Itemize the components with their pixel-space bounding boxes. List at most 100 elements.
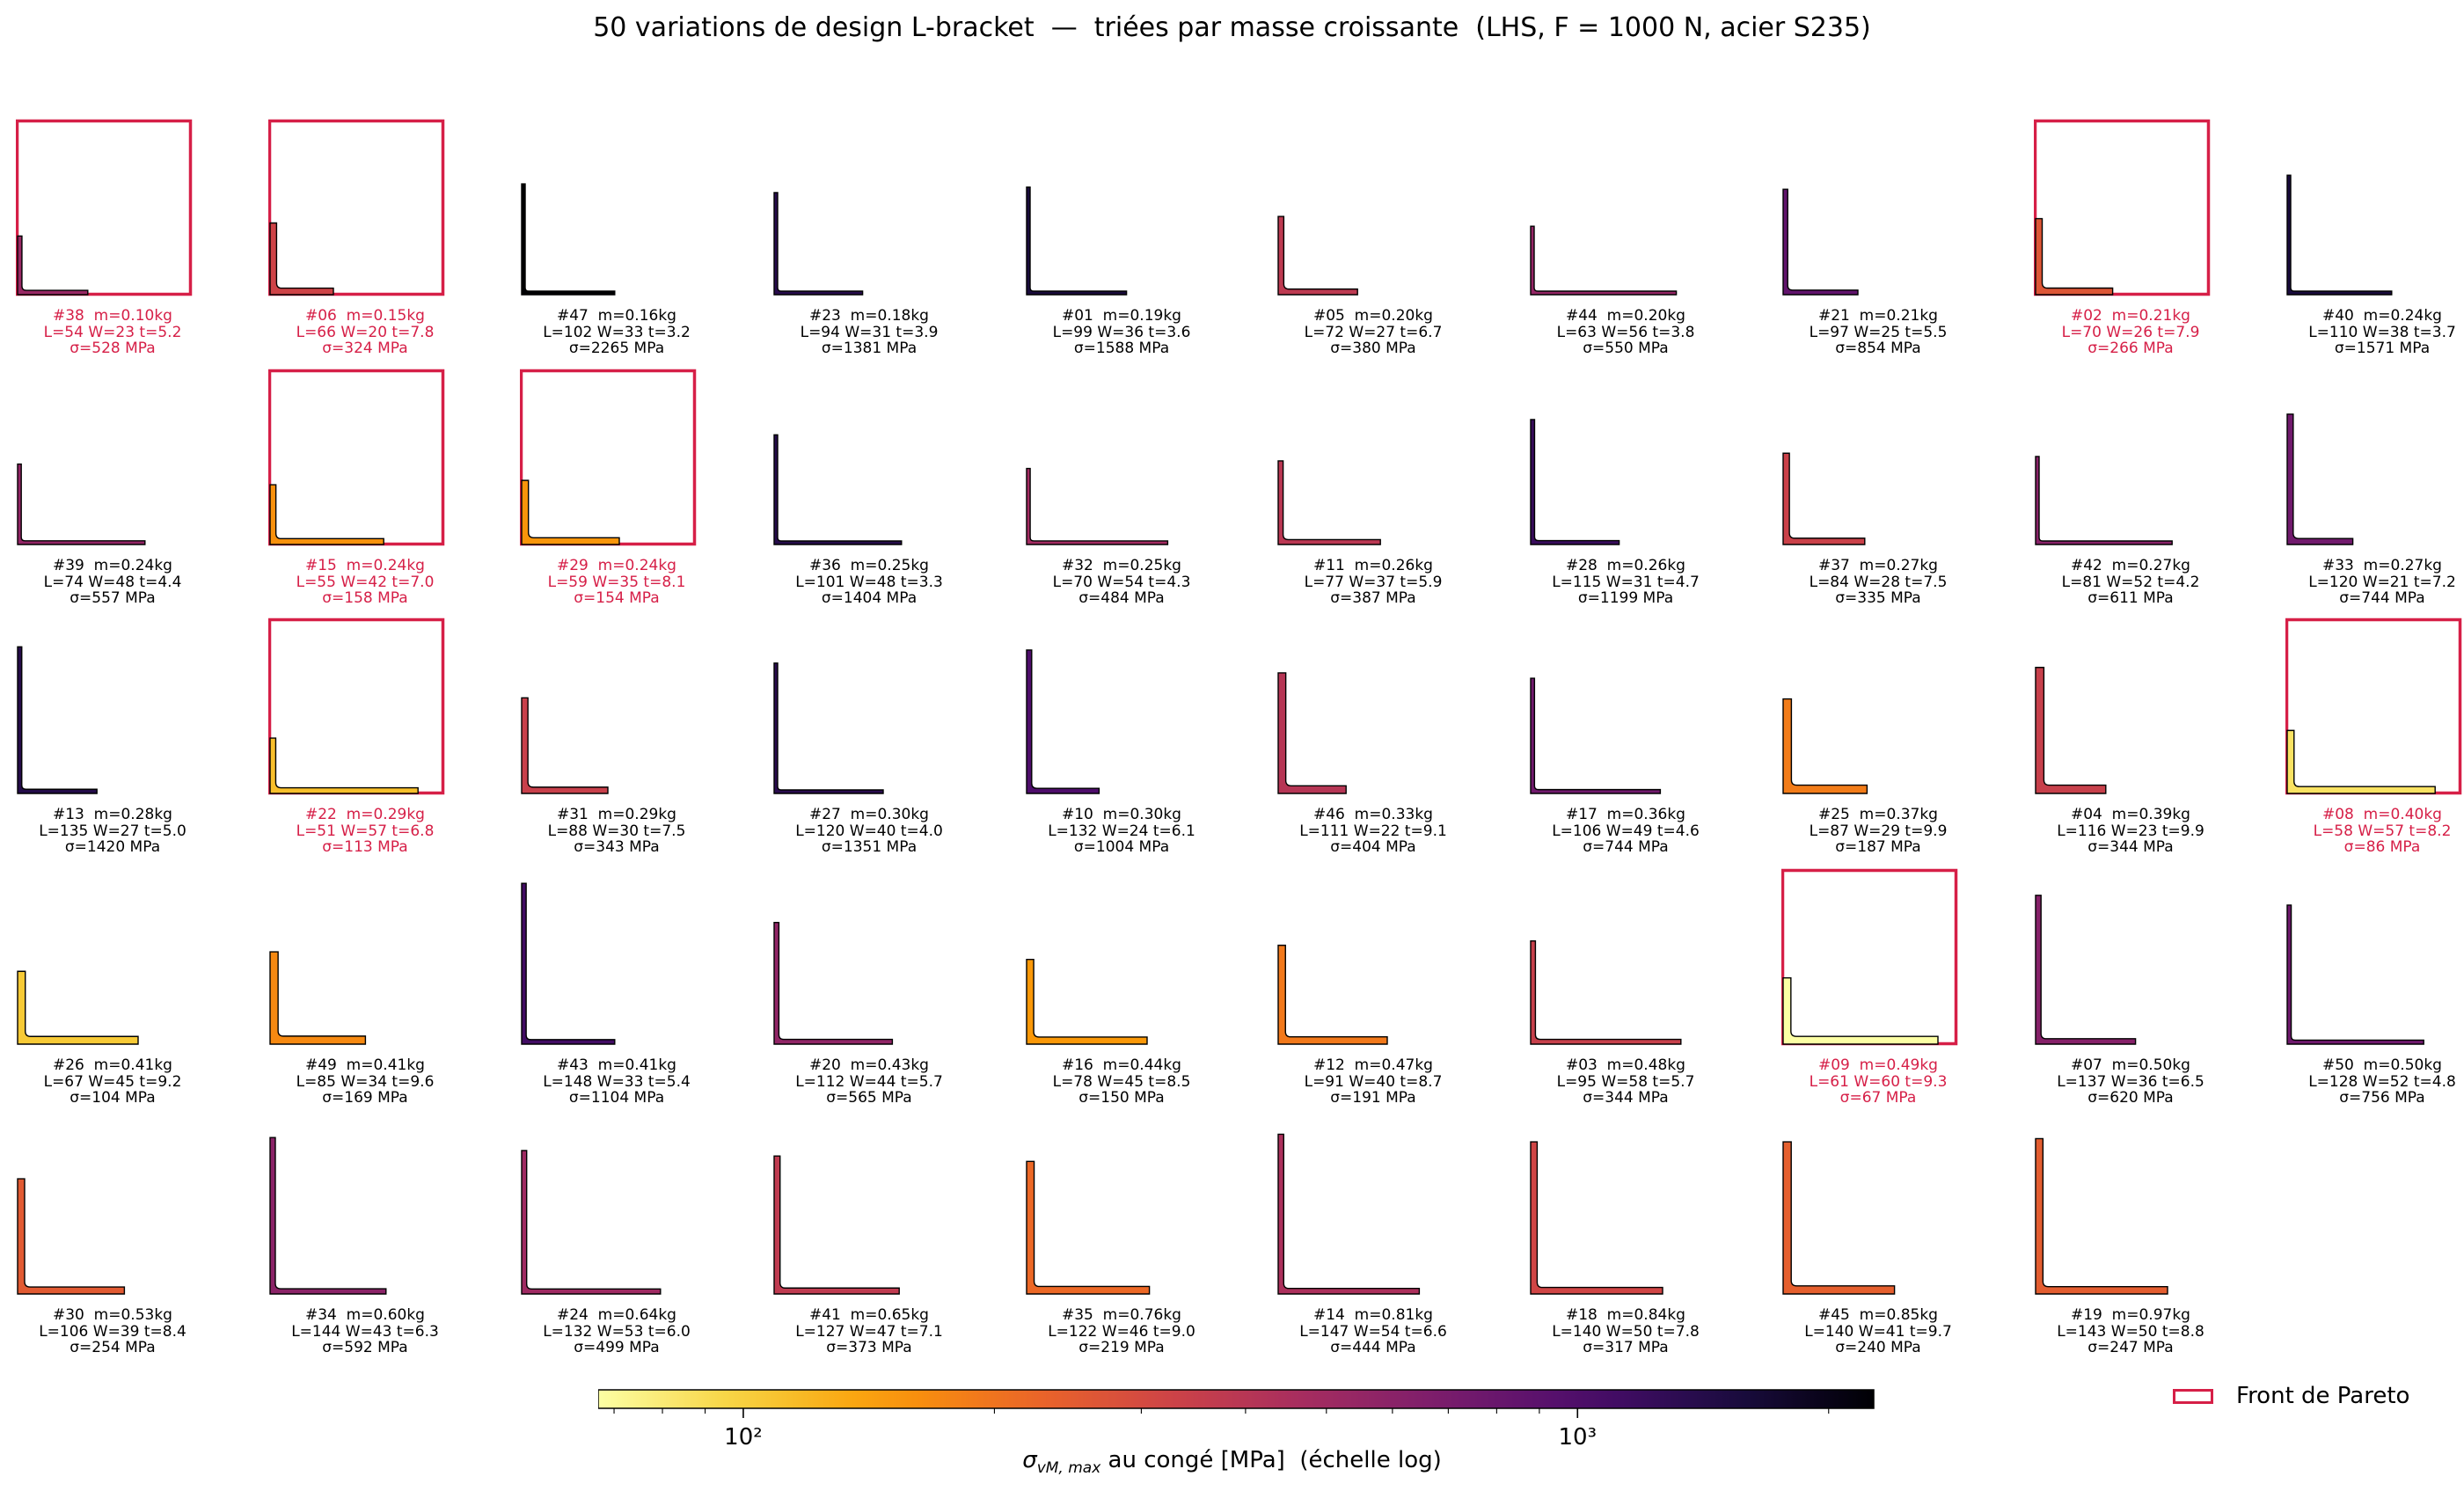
design-label: #12 m=0.47kg L=91 W=40 t=8.7 σ=191 MPa [1304, 1056, 1443, 1107]
design-cell: #03 m=0.48kg L=95 W=58 t=5.7 σ=344 MPa [1529, 749, 1766, 1119]
bracket-glyph [1277, 1133, 1421, 1295]
design-cell: #17 m=0.36kg L=106 W=49 t=4.6 σ=744 MPa [1529, 499, 1766, 868]
bracket-glyph [1026, 649, 1100, 794]
bracket-glyph [2035, 456, 2173, 545]
bracket-glyph [2286, 413, 2354, 545]
pareto-frame [2034, 119, 2211, 296]
design-label: #23 m=0.18kg L=94 W=31 t=3.9 σ=1381 MPa [800, 307, 939, 357]
design-label: #05 m=0.20kg L=72 W=27 t=6.7 σ=380 MPa [1304, 307, 1443, 357]
design-label: #03 m=0.48kg L=95 W=58 t=5.7 σ=344 MPa [1556, 1056, 1695, 1107]
design-cell: #25 m=0.37kg L=87 W=29 t=9.9 σ=187 MPa [1781, 499, 2019, 868]
bracket-shape [1782, 452, 1866, 545]
bracket-shape [17, 1178, 126, 1295]
bracket-shape [2035, 1137, 2168, 1295]
bracket-glyph [520, 369, 697, 546]
design-cell: #24 m=0.64kg L=132 W=53 t=6.0 σ=499 MPa [520, 999, 757, 1369]
design-label: #34 m=0.60kg L=144 W=43 t=6.3 σ=592 MPa [291, 1306, 439, 1356]
design-cell: #27 m=0.30kg L=120 W=40 t=4.0 σ=1351 MPa [772, 499, 1010, 868]
design-cell: #14 m=0.81kg L=147 W=54 t=6.6 σ=444 MPa [1276, 999, 1514, 1369]
bracket-glyph [773, 921, 894, 1045]
bracket-glyph [1782, 188, 1859, 296]
colorbar-label-subscript: vM, max [1036, 1459, 1101, 1478]
colorbar: 10² 10³ [598, 1389, 1875, 1451]
bracket-shape [521, 1150, 662, 1295]
bracket-shape [773, 434, 903, 545]
design-cell: #26 m=0.41kg L=67 W=45 t=9.2 σ=104 MPa [16, 749, 253, 1119]
design-label: #07 m=0.50kg L=137 W=36 t=6.5 σ=620 MPa [2057, 1056, 2204, 1107]
bracket-glyph [1530, 1141, 1663, 1295]
bracket-shape [1530, 419, 1620, 545]
design-cell: #23 m=0.18kg L=94 W=31 t=3.9 σ=1381 MPa [772, 0, 1010, 369]
bracket-glyph [2034, 119, 2211, 296]
pareto-frame [16, 119, 193, 296]
design-cell: #30 m=0.53kg L=106 W=39 t=8.4 σ=254 MPa [16, 999, 253, 1369]
bracket-shape [1530, 225, 1678, 296]
design-label: #31 m=0.29kg L=88 W=30 t=7.5 σ=343 MPa [547, 806, 686, 856]
bracket-shape [773, 921, 894, 1045]
design-cell: #42 m=0.27kg L=81 W=52 t=4.2 σ=611 MPa [2034, 250, 2271, 619]
bracket-shape [2035, 667, 2107, 794]
bracket-glyph [521, 882, 616, 1045]
bracket-glyph [17, 1178, 126, 1295]
bracket-shape [1782, 188, 1859, 296]
bracket-shape [1782, 698, 1868, 794]
design-cell: #50 m=0.50kg L=128 W=52 t=4.8 σ=756 MPa [2285, 749, 2464, 1119]
design-cell: #05 m=0.20kg L=72 W=27 t=6.7 σ=380 MPa [1276, 0, 1514, 369]
design-cell: #31 m=0.29kg L=88 W=30 t=7.5 σ=343 MPa [520, 499, 757, 868]
bracket-glyph [2035, 1137, 2168, 1295]
design-cell: #43 m=0.41kg L=148 W=33 t=5.4 σ=1104 MPa [520, 749, 757, 1119]
colorbar-label-symbol: σ [1022, 1447, 1037, 1473]
design-label: #37 m=0.27kg L=84 W=28 t=7.5 σ=335 MPa [1809, 557, 1948, 607]
design-cell: #38 m=0.10kg L=54 W=23 t=5.2 σ=528 MPa [16, 0, 253, 369]
bracket-shape [1530, 939, 1682, 1045]
bracket-shape [269, 737, 419, 794]
bracket-shape [1782, 1141, 1896, 1295]
design-cell: #20 m=0.43kg L=112 W=44 t=5.7 σ=565 MPa [772, 749, 1010, 1119]
design-cell: #28 m=0.26kg L=115 W=31 t=4.7 σ=1199 MPa [1529, 250, 1766, 619]
bracket-glyph [1781, 868, 1958, 1046]
bracket-shape [2286, 904, 2424, 1045]
design-cell: #04 m=0.39kg L=116 W=23 t=9.9 σ=344 MPa [2034, 499, 2271, 868]
design-label: #39 m=0.24kg L=74 W=48 t=4.4 σ=557 MPa [43, 557, 182, 607]
bracket-shape [1277, 1133, 1421, 1295]
bracket-glyph [773, 434, 903, 545]
bracket-shape [521, 183, 616, 296]
bracket-shape [773, 192, 864, 296]
bracket-shape [1530, 677, 1662, 794]
bracket-shape [2286, 174, 2393, 296]
design-cell: #40 m=0.24kg L=110 W=38 t=3.7 σ=1571 MPa [2285, 0, 2464, 369]
design-label: #22 m=0.29kg L=51 W=57 t=6.8 σ=113 MPa [296, 806, 435, 856]
design-label: #46 m=0.33kg L=111 W=22 t=9.1 σ=404 MPa [1299, 806, 1447, 856]
design-cell: #18 m=0.84kg L=140 W=50 t=7.8 σ=317 MPa [1529, 999, 1766, 1369]
design-label: #13 m=0.28kg L=135 W=27 t=5.0 σ=1420 MPa [39, 806, 186, 856]
bracket-glyph [1026, 1160, 1151, 1295]
bracket-shape [1530, 1141, 1663, 1295]
bracket-glyph [1530, 677, 1662, 794]
design-cell: #32 m=0.25kg L=70 W=54 t=4.3 σ=484 MPa [1025, 250, 1262, 619]
bracket-glyph [1277, 672, 1347, 794]
design-label: #11 m=0.26kg L=77 W=37 t=5.9 σ=387 MPa [1304, 557, 1443, 607]
design-label: #10 m=0.30kg L=132 W=24 t=6.1 σ=1004 MPa [1048, 806, 1195, 856]
design-label: #24 m=0.64kg L=132 W=53 t=6.0 σ=499 MPa [543, 1306, 691, 1356]
bracket-glyph [1782, 1141, 1896, 1295]
design-label: #47 m=0.16kg L=102 W=33 t=3.2 σ=2265 MPa [543, 307, 691, 357]
bracket-shape [269, 484, 384, 545]
chart-title: 50 variations de design L-bracket — trié… [593, 12, 1871, 43]
design-label: #18 m=0.84kg L=140 W=50 t=7.8 σ=317 MPa [1552, 1306, 1700, 1356]
design-cell: #39 m=0.24kg L=74 W=48 t=4.4 σ=557 MPa [16, 250, 253, 619]
design-cell: #16 m=0.44kg L=78 W=45 t=8.5 σ=150 MPa [1025, 749, 1262, 1119]
design-label: #06 m=0.15kg L=66 W=20 t=7.8 σ=324 MPa [296, 307, 435, 357]
design-label: #20 m=0.43kg L=112 W=44 t=5.7 σ=565 MPa [795, 1056, 943, 1107]
bracket-glyph [16, 119, 193, 296]
design-label: #30 m=0.53kg L=106 W=39 t=8.4 σ=254 MPa [39, 1306, 186, 1356]
bracket-glyph [2285, 618, 2462, 795]
bracket-glyph [1530, 225, 1678, 296]
design-label: #40 m=0.24kg L=110 W=38 t=3.7 σ=1571 MPa [2308, 307, 2456, 357]
design-grid: #38 m=0.10kg L=54 W=23 t=5.2 σ=528 MPa #0… [16, 0, 2464, 1369]
design-label: #27 m=0.30kg L=120 W=40 t=4.0 σ=1351 MPa [795, 806, 943, 856]
design-label: #28 m=0.26kg L=115 W=31 t=4.7 σ=1199 MPa [1552, 557, 1700, 607]
bracket-shape [521, 697, 609, 794]
design-cell: #33 m=0.27kg L=120 W=21 t=7.2 σ=744 MPa [2285, 250, 2464, 619]
design-label: #36 m=0.25kg L=101 W=48 t=3.3 σ=1404 MPa [795, 557, 943, 607]
colorbar-label-text: au congé [MPa] (échelle log) [1100, 1447, 1442, 1473]
